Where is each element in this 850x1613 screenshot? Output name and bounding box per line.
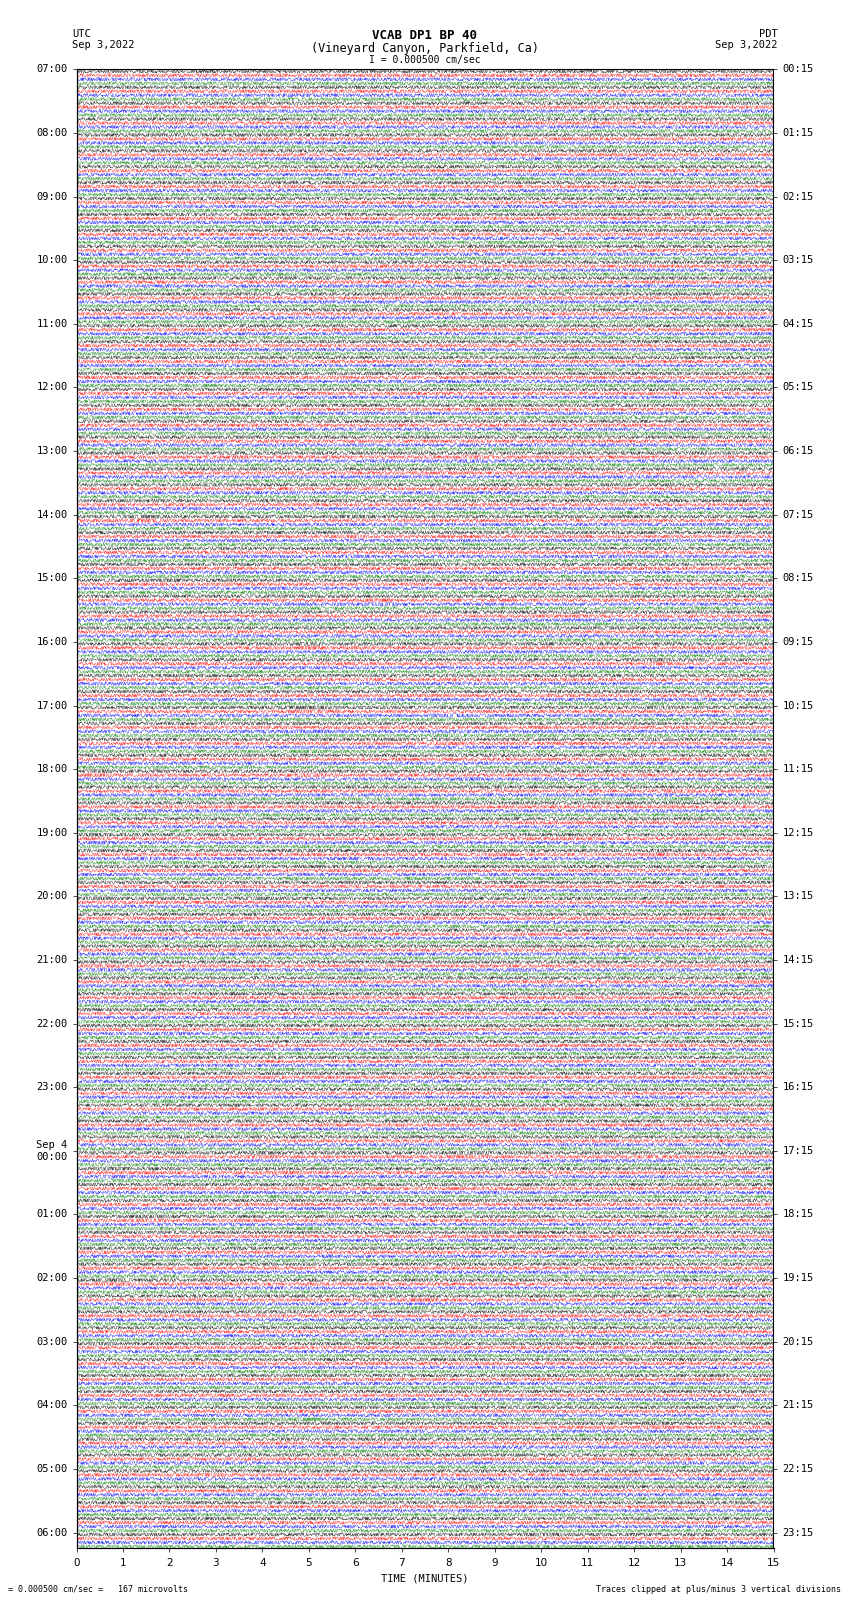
Text: VCAB DP1 BP 40: VCAB DP1 BP 40 <box>372 29 478 42</box>
Text: Sep 3,2022: Sep 3,2022 <box>715 40 778 50</box>
Text: UTC: UTC <box>72 29 91 39</box>
X-axis label: TIME (MINUTES): TIME (MINUTES) <box>382 1573 468 1582</box>
Text: Sep 3,2022: Sep 3,2022 <box>72 40 135 50</box>
Text: I = 0.000500 cm/sec: I = 0.000500 cm/sec <box>369 55 481 65</box>
Text: Traces clipped at plus/minus 3 vertical divisions: Traces clipped at plus/minus 3 vertical … <box>597 1584 842 1594</box>
Text: = 0.000500 cm/sec =   167 microvolts: = 0.000500 cm/sec = 167 microvolts <box>8 1584 189 1594</box>
Text: (Vineyard Canyon, Parkfield, Ca): (Vineyard Canyon, Parkfield, Ca) <box>311 42 539 55</box>
Text: PDT: PDT <box>759 29 778 39</box>
